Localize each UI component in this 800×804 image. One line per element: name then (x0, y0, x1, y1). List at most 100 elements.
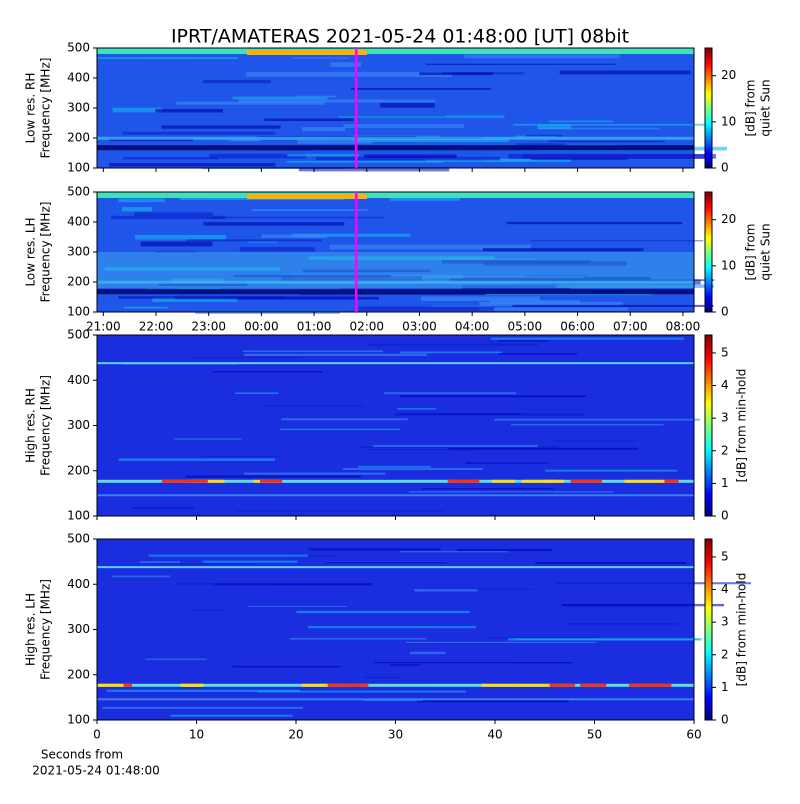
spectrogram-texture (530, 240, 704, 242)
spectrogram-texture (97, 280, 694, 284)
spectrogram-texture (111, 215, 226, 220)
spectrogram-texture (373, 662, 572, 664)
spectrogram-texture (545, 683, 576, 687)
spectrogram-texture (176, 101, 325, 105)
colorbar-tick-label: 3 (721, 411, 729, 425)
spectrogram-texture (152, 563, 256, 565)
spectrogram-texture (641, 683, 672, 687)
spectrogram-texture (121, 207, 153, 212)
spectrogram-texture (112, 107, 163, 113)
spectrogram-texture (330, 62, 362, 67)
spectrogram-texture (97, 252, 694, 288)
colorbar-label: [dB] from min-hold (735, 369, 749, 483)
spectrogram-texture (570, 479, 602, 483)
spectrogram-texture (286, 160, 444, 163)
spectrogram-texture (247, 194, 367, 199)
spectrogram-texture (513, 123, 708, 126)
figure-title: IPRT/AMATERAS 2021-05-24 01:48:00 [UT] 0… (171, 26, 629, 48)
colorbar-tick-label: 2 (721, 443, 729, 457)
spectrogram-texture (482, 248, 644, 252)
spectrogram-texture (548, 140, 665, 143)
spectrogram-texture (202, 560, 298, 563)
spectrogram-texture (190, 609, 222, 611)
x-tick-label: 07:00 (613, 320, 648, 334)
spectrogram-texture (131, 507, 194, 509)
y-tick-label: 500 (67, 41, 90, 55)
x-axis-label: 2021-05-24 01:48:00 (32, 764, 159, 778)
spectrogram-texture (187, 479, 208, 483)
x-tick-label: 20 (288, 728, 303, 742)
spectrogram-texture (140, 241, 213, 247)
spectrogram-texture (556, 284, 714, 288)
spectrogram-texture (373, 444, 538, 448)
colorbar (704, 191, 713, 313)
spectrogram-texture (296, 610, 470, 614)
spectrogram-texture (152, 297, 238, 302)
x-tick-label: 23:00 (191, 320, 226, 334)
spectrogram-texture (389, 664, 421, 666)
spectrogram-texture (399, 351, 503, 354)
spectrogram-texture (545, 469, 678, 472)
spectrogram-texture (498, 353, 578, 355)
spectrogram-texture (247, 241, 278, 243)
spectrogram-texture (410, 651, 446, 655)
spectrogram-texture (516, 135, 557, 138)
spectrogram-texture (533, 479, 564, 483)
spectrogram-texture (301, 127, 346, 132)
y-tick-label: 500 (67, 328, 90, 342)
spectrogram-texture (506, 221, 683, 225)
spectrogram-texture (235, 510, 444, 512)
y-tick-label: 100 (67, 305, 90, 319)
spectrogram-texture (97, 289, 694, 295)
spectrogram-texture (383, 392, 517, 395)
colorbar-tick-label: 0 (721, 713, 729, 727)
spectrogram-texture (538, 127, 661, 130)
spectrogram-texture (97, 192, 694, 198)
spectrogram-texture (488, 637, 596, 639)
x-tick-label: 03:00 (402, 320, 437, 334)
spectrogram-texture (245, 71, 453, 77)
spectrogram-texture (281, 418, 408, 421)
y-tick-label: 400 (67, 373, 90, 387)
spectrogram-texture (97, 48, 694, 54)
x-tick-label: 0 (93, 728, 101, 742)
spectrogram-texture (235, 392, 279, 395)
spectrogram-texture (97, 145, 694, 151)
colorbar-tick-label: 1 (721, 476, 729, 490)
spectrogram-texture (307, 626, 476, 629)
x-tick-label: 10 (189, 728, 204, 742)
colorbar-tick-label: 20 (721, 212, 736, 226)
spectrogram-texture (464, 54, 620, 59)
spectrogram-texture (339, 115, 505, 118)
spectrogram-texture (97, 494, 694, 497)
spectrogram-texture (479, 307, 628, 311)
spectrogram-texture (155, 109, 223, 113)
spectrogram-texture (301, 683, 328, 687)
spectrogram-texture (97, 683, 694, 687)
spectrogram-texture (567, 622, 678, 625)
spectrogram-texture (389, 197, 461, 201)
spectrogram-texture (368, 343, 538, 346)
spectrogram-texture (122, 131, 276, 135)
spectrogram-texture (293, 555, 338, 557)
x-axis-label: Seconds from (41, 748, 123, 762)
spectrogram-texture (243, 350, 384, 353)
spectrogram-texture (465, 462, 549, 464)
y-tick-label: 200 (67, 463, 90, 477)
spectrogram-texture (498, 340, 549, 342)
spectrogram-texture (508, 638, 702, 641)
spectrogram-texture (491, 337, 685, 340)
y-tick-label: 300 (67, 418, 90, 432)
spectrogram-texture (324, 683, 358, 687)
x-tick-label: 21:00 (86, 320, 121, 334)
spectrogram-texture (174, 295, 357, 300)
spectrogram-texture (514, 683, 550, 687)
spectrogram-texture (97, 566, 694, 569)
colorbar-tick-label: 10 (721, 258, 736, 272)
y-tick-label: 200 (67, 667, 90, 681)
spectrogram-texture (295, 95, 337, 98)
spectrogram-texture (302, 269, 431, 273)
spectrogram-texture (548, 120, 613, 123)
spectrogram-texture (118, 198, 165, 203)
spectrogram-texture (210, 216, 384, 219)
